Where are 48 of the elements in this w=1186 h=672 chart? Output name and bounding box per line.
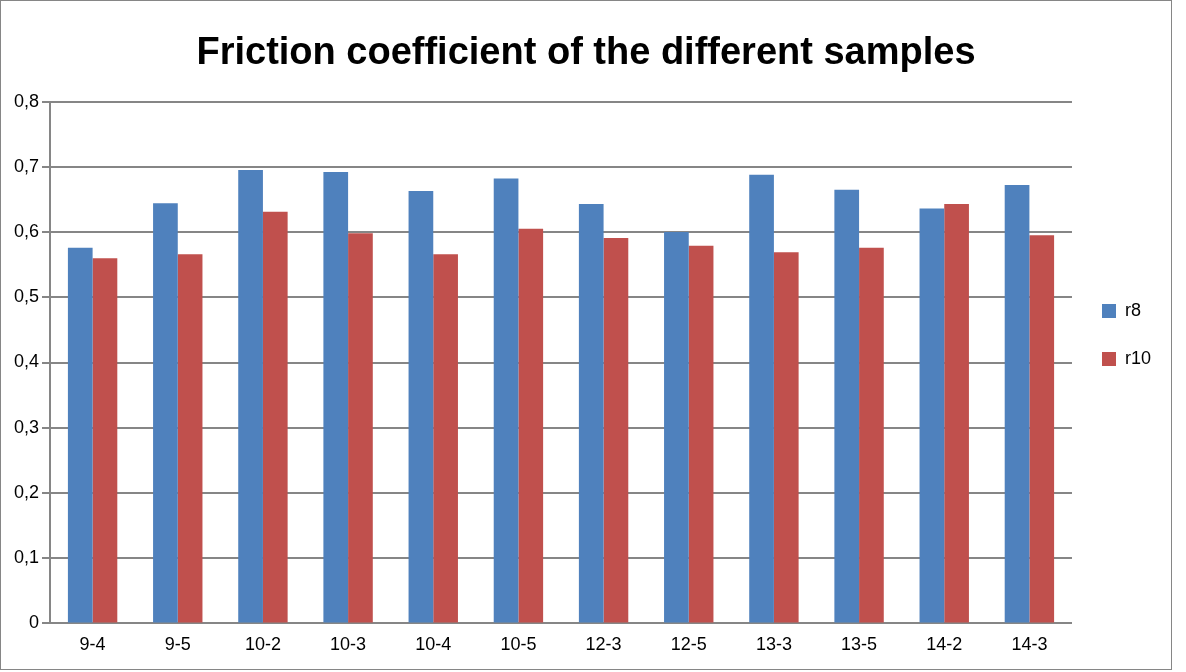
y-tick-label: 0,5 <box>13 286 40 307</box>
bar <box>67 247 93 623</box>
bar <box>348 233 373 623</box>
bar <box>578 204 604 623</box>
bar <box>603 237 629 623</box>
y-tick-label: 0,7 <box>13 155 40 176</box>
bar <box>493 178 519 623</box>
x-tick-label: 13-3 <box>755 634 792 655</box>
bar <box>323 172 349 623</box>
bar <box>919 208 945 623</box>
bar <box>1004 185 1030 623</box>
bar <box>408 190 434 623</box>
x-tick-label: 12-5 <box>670 634 707 655</box>
y-tick-label: 0,3 <box>13 416 40 437</box>
bar <box>177 254 203 623</box>
chart-title: Friction coefficient of the different samples <box>196 30 976 73</box>
y-tick-label: 0,2 <box>13 481 40 502</box>
bar <box>688 245 714 623</box>
bar <box>262 211 288 623</box>
x-tick-label: 10-5 <box>500 634 537 655</box>
x-tick-label: 13-5 <box>841 634 878 655</box>
bar <box>92 258 118 623</box>
x-tick-label: 10-4 <box>415 634 452 655</box>
x-tick-label: 14-2 <box>926 634 963 655</box>
x-tick-label: 14-3 <box>1011 634 1048 655</box>
legend-label: r10 <box>1124 347 1151 368</box>
x-tick-label: 12-3 <box>585 634 622 655</box>
x-tick-label: 10-3 <box>330 634 367 655</box>
y-tick-label: 0,6 <box>13 221 40 242</box>
x-tick-label: 10-2 <box>244 634 281 655</box>
legend-label: r8 <box>1124 299 1141 320</box>
bar <box>518 228 544 623</box>
bar <box>859 247 884 623</box>
x-tick-label: 9-5 <box>164 634 191 655</box>
bar <box>944 204 969 623</box>
y-tick-label: 0,1 <box>13 547 40 568</box>
y-tick-label: 0,8 <box>13 90 40 111</box>
bar <box>1029 235 1055 623</box>
bar <box>664 232 689 623</box>
x-tick-label: 9-4 <box>79 634 106 655</box>
bar <box>433 254 458 623</box>
bar <box>773 252 799 623</box>
bar <box>834 189 860 623</box>
y-tick-label: 0,4 <box>13 351 40 372</box>
bar <box>749 174 774 623</box>
bar <box>238 170 263 623</box>
y-tick-label: 0 <box>29 612 40 633</box>
bar <box>153 203 178 623</box>
